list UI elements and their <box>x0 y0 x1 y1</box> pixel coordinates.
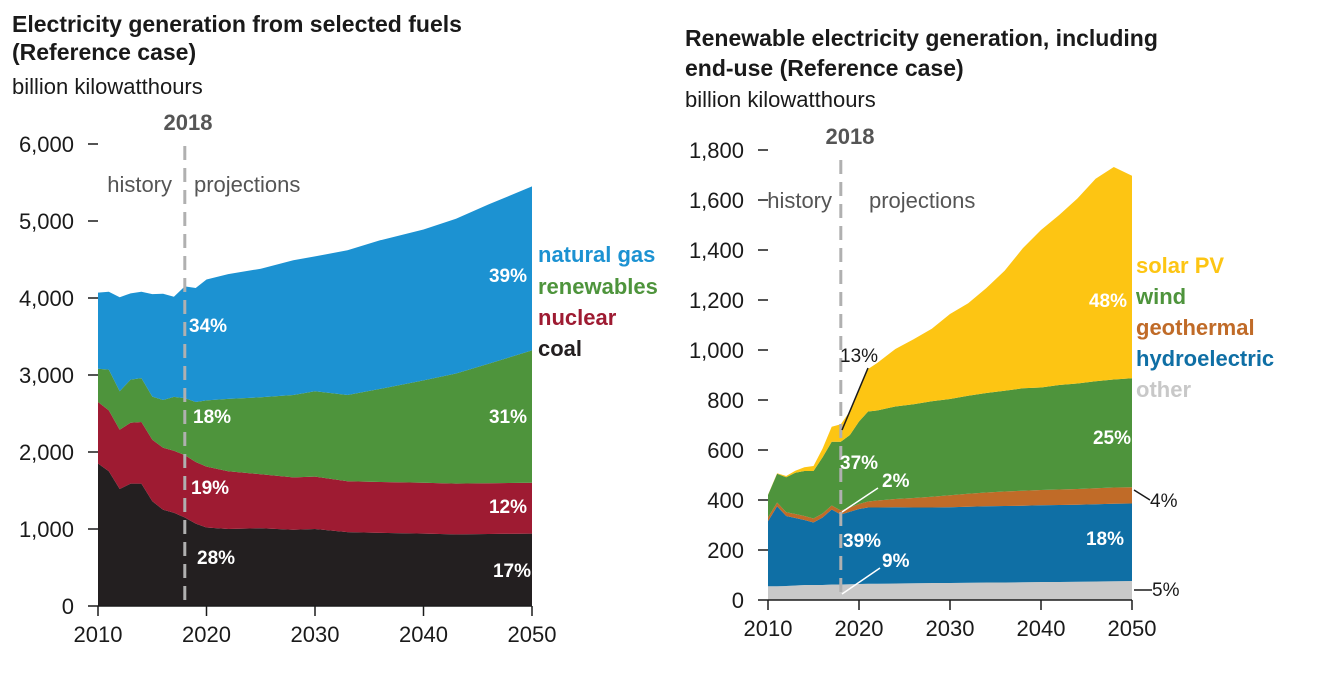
right-chart-2018-label: 2018 <box>826 124 875 149</box>
right-chart-y-tick-label: 200 <box>707 538 744 563</box>
right-chart-y-axis: 0 200 400 600 800 1,000 1,200 1,400 1,600 1,800 <box>689 138 768 613</box>
left-chart: Electricity generation from selected fue… <box>12 11 658 647</box>
left-pct-coal-2050: 17% <box>493 561 531 582</box>
right-pct-other-2018: 9% <box>882 551 910 572</box>
right-pct-geothermal-2018: 2% <box>882 471 910 492</box>
right-legend-geothermal: geothermal <box>1136 315 1255 340</box>
left-chart-x-tick-label: 2040 <box>399 622 448 647</box>
right-leader-geothermal-2018 <box>841 487 879 513</box>
left-chart-y-tick-label: 0 <box>62 594 74 619</box>
right-chart-area-other <box>768 581 1132 600</box>
left-chart-area-coal <box>98 463 532 606</box>
right-chart-history-label: history <box>767 188 832 213</box>
left-pct-renewables-2018: 18% <box>193 407 231 428</box>
right-chart-y-tick-label: 1,000 <box>689 338 744 363</box>
left-chart-y-axis: 0 1,000 2,000 3,000 4,000 5,000 6,000 <box>19 132 98 619</box>
right-pct-wind-2018: 37% <box>840 453 878 474</box>
left-chart-y-tick-label: 3,000 <box>19 363 74 388</box>
right-chart-areas <box>768 167 1132 600</box>
right-pct-solar-2018: 13% <box>840 346 878 367</box>
left-chart-y-tick-label: 5,000 <box>19 209 74 234</box>
left-chart-title-line-1: Electricity generation from selected fue… <box>12 11 462 37</box>
left-chart-projections-label: projections <box>194 172 300 197</box>
right-chart-y-tick-label: 0 <box>732 588 744 613</box>
right-chart-y-tick-label: 1,200 <box>689 288 744 313</box>
left-chart-area-nuclear <box>98 402 532 535</box>
left-chart-history-label: history <box>107 172 172 197</box>
left-pct-renewables-2050: 31% <box>489 407 527 428</box>
right-legend-other: other <box>1136 377 1191 402</box>
left-chart-x-tick-label: 2030 <box>291 622 340 647</box>
right-chart-area-wind <box>768 378 1132 519</box>
left-chart-title-line-2: (Reference case) <box>12 39 196 65</box>
right-leader-other-2018 <box>841 567 881 595</box>
left-chart-y-tick-label: 2,000 <box>19 440 74 465</box>
left-legend-nuclear: nuclear <box>538 305 617 330</box>
left-chart-x-tick-label: 2050 <box>508 622 557 647</box>
right-leader-solar-2018 <box>841 367 869 431</box>
left-pct-natural-gas-2050: 39% <box>489 266 527 287</box>
left-pct-nuclear-2018: 19% <box>191 478 229 499</box>
right-legend-wind: wind <box>1135 284 1186 309</box>
right-chart-unit-label: billion kilowatthours <box>685 87 876 112</box>
left-legend-renewables: renewables <box>538 274 658 299</box>
right-chart-y-tick-label: 800 <box>707 388 744 413</box>
right-pct-wind-2050: 25% <box>1093 428 1131 449</box>
left-chart-x-tick-label: 2020 <box>182 622 231 647</box>
right-chart-projections-label: projections <box>869 188 975 213</box>
left-chart-area-renewables <box>98 350 532 484</box>
left-chart-x-tick-label: 2010 <box>74 622 123 647</box>
right-chart-title-line-1: Renewable electricity generation, includ… <box>685 25 1158 51</box>
right-chart-area-solar-pv <box>768 167 1132 495</box>
right-legend-hydroelectric: hydroelectric <box>1136 346 1274 371</box>
left-chart-unit-label: billion kilowatthours <box>12 74 203 99</box>
right-chart-x-axis: 2010 2020 2030 2040 2050 <box>744 599 1157 641</box>
right-chart-y-tick-label: 1,600 <box>689 188 744 213</box>
right-chart-area-geothermal <box>768 487 1132 523</box>
left-chart-y-tick-label: 6,000 <box>19 132 74 157</box>
right-chart-y-tick-label: 1,400 <box>689 238 744 263</box>
right-chart-x-tick-label: 2010 <box>744 616 793 641</box>
right-pct-other-2050: 5% <box>1152 580 1180 601</box>
left-pct-natural-gas-2018: 34% <box>189 316 227 337</box>
right-chart-y-tick-label: 1,800 <box>689 138 744 163</box>
right-chart-x-tick-label: 2020 <box>835 616 884 641</box>
right-chart-title-line-2: end-use (Reference case) <box>685 55 964 81</box>
left-chart-2018-label: 2018 <box>164 110 213 135</box>
right-chart-area-hydroelectric <box>768 503 1132 587</box>
left-legend-coal: coal <box>538 336 582 361</box>
right-legend-solar-pv: solar PV <box>1136 253 1224 278</box>
right-pct-hydroelectric-2050: 18% <box>1086 529 1124 550</box>
right-chart-y-tick-label: 400 <box>707 488 744 513</box>
right-leader-geothermal-2050 <box>1133 489 1151 501</box>
right-chart-x-tick-label: 2030 <box>926 616 975 641</box>
left-pct-coal-2018: 28% <box>197 548 235 569</box>
right-pct-hydroelectric-2018: 39% <box>843 531 881 552</box>
left-pct-nuclear-2050: 12% <box>489 497 527 518</box>
right-chart-x-tick-label: 2050 <box>1108 616 1157 641</box>
left-legend-natural-gas: natural gas <box>538 242 655 267</box>
right-chart-y-tick-label: 600 <box>707 438 744 463</box>
right-pct-solar-2050: 48% <box>1089 291 1127 312</box>
left-chart-x-axis: 2010 2020 2030 2040 2050 <box>74 605 557 647</box>
left-chart-y-tick-label: 1,000 <box>19 517 74 542</box>
left-chart-area-natural-gas <box>98 186 532 402</box>
left-chart-areas <box>98 186 532 606</box>
left-chart-y-tick-label: 4,000 <box>19 286 74 311</box>
right-chart: Renewable electricity generation, includ… <box>685 25 1274 641</box>
right-pct-geothermal-2050: 4% <box>1150 491 1178 512</box>
right-chart-x-tick-label: 2040 <box>1017 616 1066 641</box>
